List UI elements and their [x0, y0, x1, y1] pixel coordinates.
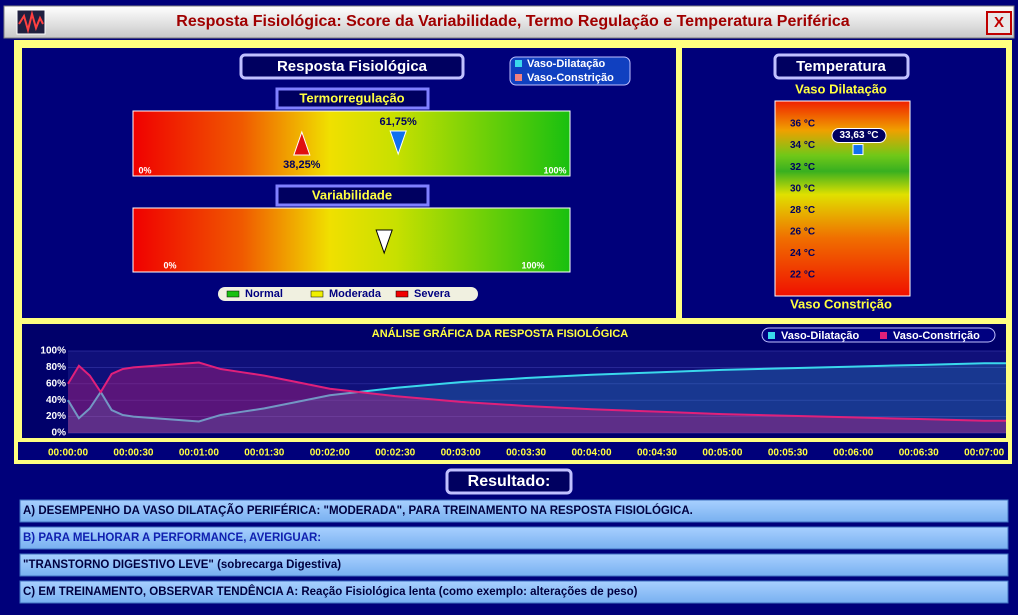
- panel-title: Resposta Fisiológica: [277, 58, 428, 75]
- y-tick-label: 60%: [46, 378, 66, 389]
- temperature-tick-label: 24 °C: [790, 248, 815, 259]
- x-tick-label: 00:02:30: [375, 448, 415, 459]
- x-tick-label: 00:06:00: [833, 448, 873, 459]
- y-tick-label: 100%: [40, 346, 66, 357]
- close-label[interactable]: X: [994, 14, 1004, 31]
- app-icon-wave: [18, 10, 44, 34]
- x-tick-label: 00:05:00: [702, 448, 742, 459]
- temperature-tick-label: 30 °C: [790, 183, 815, 194]
- legend-swatch: [768, 332, 775, 339]
- legend-label: Vaso-Dilatação: [527, 58, 606, 70]
- temperature-top-label: Vaso Dilatação: [795, 81, 887, 96]
- result-line: B) PARA MELHORAR A PERFORMANCE, AVERIGUA…: [23, 532, 321, 544]
- dilation-label: 61,75%: [380, 116, 418, 128]
- result-row: [19, 553, 1009, 577]
- series-line: [67, 361, 1006, 422]
- x-tick-label: 00:03:30: [506, 448, 546, 459]
- scale-label: Normal: [245, 288, 283, 300]
- x-tick-label: 00:00:30: [113, 448, 153, 459]
- y-tick-label: 0%: [52, 428, 67, 439]
- result-title: Resultado:: [468, 473, 551, 490]
- x-tick-label: 00:07:00: [964, 448, 1004, 459]
- panel-title: Temperatura: [796, 58, 886, 75]
- gauge-tick-label: 100%: [521, 260, 544, 270]
- window-title: Resposta Fisiológica: Score da Variabili…: [176, 13, 850, 30]
- close-button[interactable]: [986, 11, 1012, 35]
- scale-label: Moderada: [329, 288, 382, 300]
- result-line: "TRANSTORNO DIGESTIVO LEVE" (sobrecarga …: [23, 559, 341, 571]
- y-tick-label: 40%: [46, 395, 66, 406]
- gauge-title: Variabilidade: [312, 187, 392, 202]
- temperature-tick-label: 32 °C: [790, 162, 815, 173]
- x-tick-label: 00:05:30: [768, 448, 808, 459]
- temperature-value-label: 33,63 °C: [839, 130, 878, 141]
- scale-legend-box: [218, 287, 478, 301]
- temperature-tick-label: 22 °C: [790, 270, 815, 281]
- gauge-tick-label: 0%: [138, 165, 151, 175]
- x-tick-label: 00:01:30: [244, 448, 284, 459]
- x-tick-label: 00:03:00: [441, 448, 481, 459]
- legend-swatch: [515, 60, 522, 67]
- scale-swatch: [395, 290, 409, 298]
- gauge-title: Termorregulação: [299, 90, 404, 105]
- y-tick-label: 20%: [46, 411, 66, 422]
- x-tick-label: 00:02:00: [310, 448, 350, 459]
- scale-label: Severa: [414, 288, 451, 300]
- x-tick-label: 00:04:00: [572, 448, 612, 459]
- legend-box: [509, 56, 631, 86]
- legend-swatch: [515, 74, 522, 81]
- x-tick-label: 00:06:30: [899, 448, 939, 459]
- result-row: [19, 580, 1009, 604]
- scale-swatch: [226, 290, 240, 298]
- series-line: [67, 362, 1006, 423]
- gauge-title-box: [275, 184, 430, 207]
- temperature-tick-label: 28 °C: [790, 205, 815, 216]
- legend-label: Vaso-Constrição: [527, 72, 614, 84]
- thermo-gauge: [132, 110, 571, 177]
- temperature-tick-label: 34 °C: [790, 140, 815, 151]
- chart-title: ANÁLISE GRÁFICA DA RESPOSTA FISIOLÓGICA: [372, 327, 629, 340]
- result-title-box: [445, 468, 573, 495]
- response-panel: [18, 44, 680, 322]
- legend-label: Vaso-Constrição: [893, 330, 980, 342]
- variability-marker: [375, 229, 393, 255]
- result-row: [19, 499, 1009, 523]
- x-tick-label: 00:01:00: [179, 448, 219, 459]
- constriction-marker: [293, 130, 311, 156]
- temperature-tick-label: 26 °C: [790, 226, 815, 237]
- temperature-marker: [852, 144, 864, 156]
- gauge-tick-label: 0%: [163, 260, 176, 270]
- x-tick-label: 00:00:00: [48, 448, 88, 459]
- temperature-value-box: [831, 128, 887, 144]
- temperature-tick-label: 36 °C: [790, 119, 815, 130]
- legend-swatch: [880, 332, 887, 339]
- area-fill: [68, 362, 1006, 433]
- temperature-bottom-label: Vaso Constrição: [790, 296, 892, 311]
- chart-legend-box: [761, 327, 996, 343]
- result-line: A) DESEMPENHO DA VASO DILATAÇÃO PERIFÉRI…: [23, 504, 693, 517]
- result-row: [19, 526, 1009, 550]
- scale-swatch: [310, 290, 324, 298]
- constriction-label: 38,25%: [283, 159, 321, 171]
- y-tick-label: 80%: [46, 362, 66, 373]
- result-line: C) EM TREINAMENTO, OBSERVAR TENDÊNCIA A:…: [23, 585, 638, 598]
- title-bar: [3, 5, 1015, 39]
- gauge-title-box: [275, 87, 430, 110]
- panel-title-box: [239, 53, 465, 80]
- panel-title-box: [773, 53, 910, 80]
- gauge-tick-label: 100%: [543, 165, 566, 175]
- legend-label: Vaso-Dilatação: [781, 330, 860, 342]
- dilation-marker: [389, 130, 407, 156]
- x-tick-label: 00:04:30: [637, 448, 677, 459]
- variability-gauge: [132, 207, 571, 273]
- plot-area: [68, 351, 1006, 433]
